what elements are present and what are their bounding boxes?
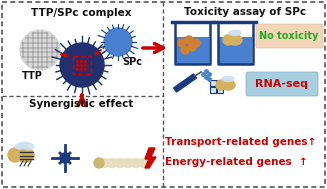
Circle shape — [8, 148, 22, 162]
FancyBboxPatch shape — [210, 87, 216, 93]
FancyBboxPatch shape — [256, 24, 323, 48]
Polygon shape — [145, 148, 156, 168]
Text: Toxicity assay of SPc: Toxicity assay of SPc — [184, 7, 306, 17]
Ellipse shape — [15, 143, 27, 149]
FancyBboxPatch shape — [246, 72, 318, 96]
FancyBboxPatch shape — [176, 37, 209, 64]
Ellipse shape — [99, 159, 109, 167]
FancyBboxPatch shape — [217, 80, 223, 86]
Text: Synergistic effect: Synergistic effect — [29, 99, 134, 109]
Ellipse shape — [107, 159, 117, 167]
FancyBboxPatch shape — [219, 37, 252, 64]
Ellipse shape — [16, 148, 34, 162]
Text: SPc: SPc — [122, 57, 142, 67]
Ellipse shape — [228, 35, 242, 45]
FancyBboxPatch shape — [210, 80, 216, 86]
Circle shape — [60, 43, 104, 87]
Text: Transport-related genes↑: Transport-related genes↑ — [165, 137, 316, 147]
Ellipse shape — [221, 80, 235, 90]
Circle shape — [223, 35, 233, 45]
FancyBboxPatch shape — [218, 22, 253, 64]
Circle shape — [20, 30, 60, 70]
FancyBboxPatch shape — [175, 22, 210, 64]
Circle shape — [60, 153, 70, 163]
Ellipse shape — [20, 142, 34, 150]
Circle shape — [94, 158, 104, 168]
Ellipse shape — [222, 77, 234, 81]
Circle shape — [181, 46, 189, 54]
Ellipse shape — [229, 30, 241, 36]
Ellipse shape — [139, 159, 149, 167]
Circle shape — [178, 39, 186, 47]
Circle shape — [192, 39, 200, 47]
Circle shape — [104, 28, 132, 56]
Ellipse shape — [115, 159, 125, 167]
Circle shape — [216, 80, 226, 90]
Text: TTP/SPc complex: TTP/SPc complex — [31, 8, 132, 18]
Ellipse shape — [123, 159, 133, 167]
Circle shape — [188, 43, 196, 51]
Text: TTP: TTP — [22, 71, 43, 81]
FancyBboxPatch shape — [217, 87, 223, 93]
FancyArrow shape — [174, 74, 197, 92]
Text: RNA-seq: RNA-seq — [255, 79, 308, 89]
Text: No toxicity: No toxicity — [259, 31, 319, 41]
Text: Energy-related genes  ↑: Energy-related genes ↑ — [165, 157, 308, 167]
Ellipse shape — [131, 159, 141, 167]
Circle shape — [185, 36, 193, 44]
